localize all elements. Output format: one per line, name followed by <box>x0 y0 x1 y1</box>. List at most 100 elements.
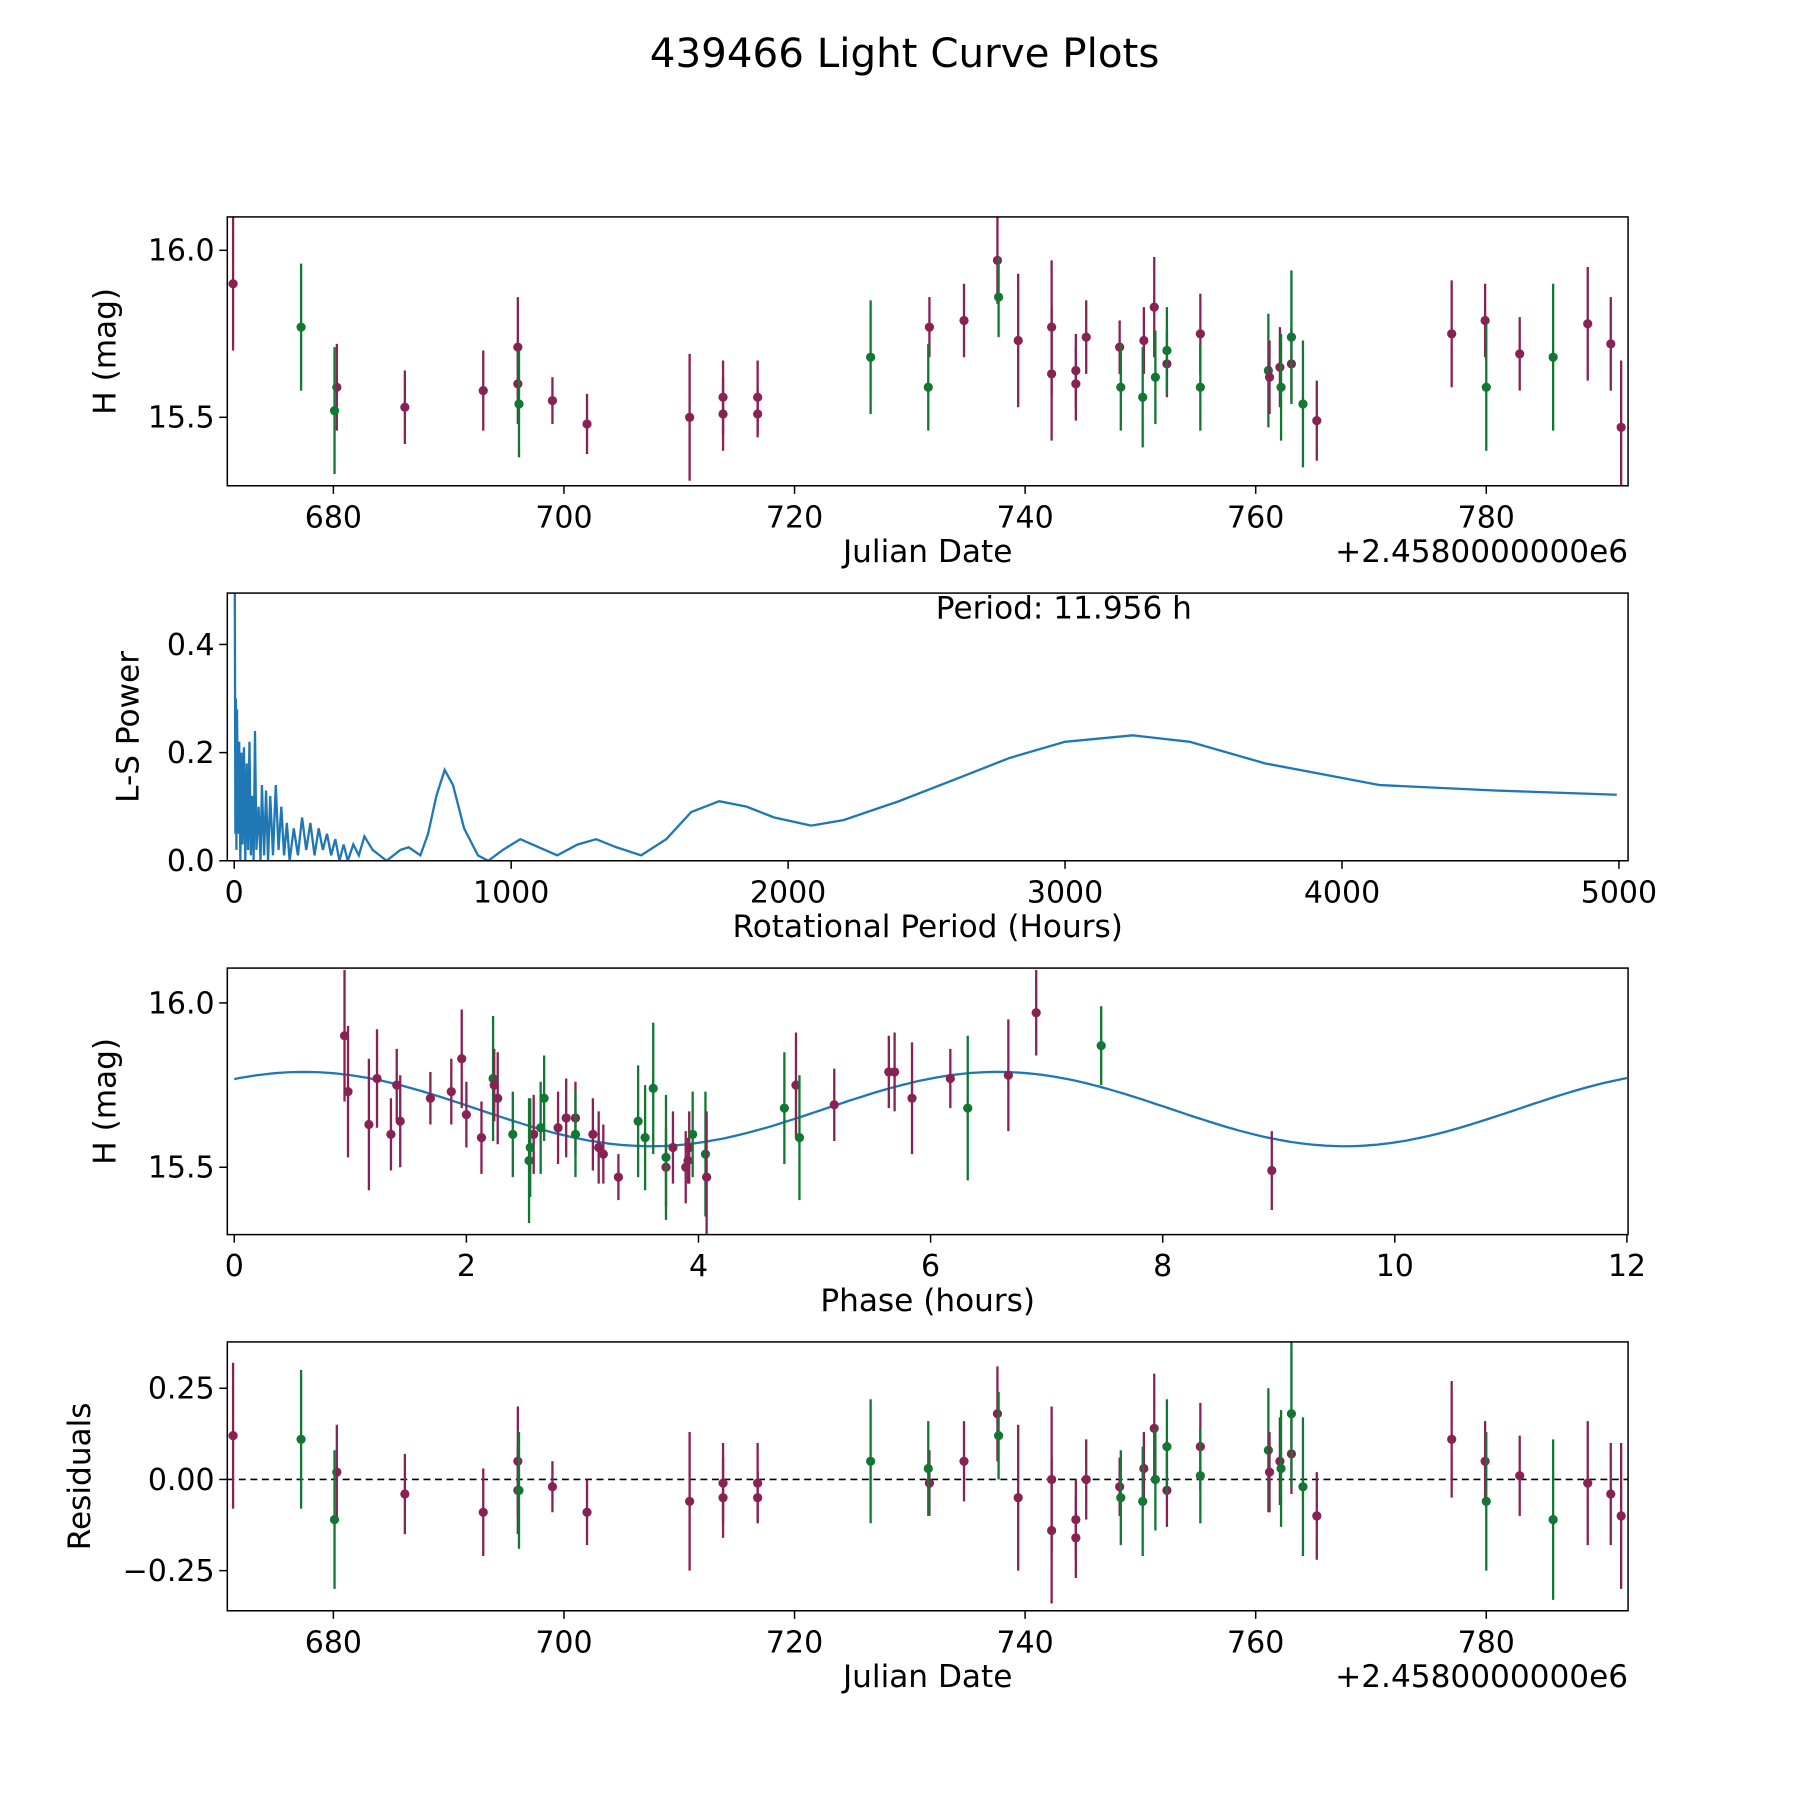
x-tick-label: 4 <box>689 1249 708 1284</box>
residual-point <box>753 1493 763 1503</box>
y-tick-label: 0.00 <box>148 1463 215 1498</box>
phased-data-point <box>372 1073 382 1084</box>
x-tick-label: 5000 <box>1581 875 1657 910</box>
data-point <box>1116 382 1126 392</box>
x-tick-label: 760 <box>1227 1625 1284 1660</box>
model-fit-line <box>234 1070 1628 1148</box>
data-point <box>1013 335 1023 346</box>
phased-light-curve-plot-area <box>234 970 1628 1235</box>
phased-light-curve-panel: 0 2 4 6 8 10 12 15.5 16.0 Phase (hours) H (mag) <box>87 967 1646 1319</box>
phased-data-point <box>684 1142 694 1153</box>
residual-point <box>993 1431 1004 1441</box>
y-tick-label: 0.2 <box>167 736 215 771</box>
y-tick-label: 16.0 <box>148 986 215 1021</box>
residual-point <box>1616 1511 1626 1521</box>
residual-point <box>1548 1514 1558 1525</box>
data-point <box>866 352 876 362</box>
x-tick-label: 760 <box>1227 500 1284 535</box>
data-point <box>923 382 933 392</box>
phased-data-point <box>640 1133 650 1143</box>
phased-data-point <box>598 1149 608 1159</box>
data-point <box>1583 319 1593 329</box>
x-tick-label: 8 <box>1153 1249 1172 1284</box>
data-point <box>1195 382 1205 392</box>
residual-point <box>1264 1467 1275 1477</box>
phased-data-point <box>791 1080 801 1090</box>
x-tick-label: 2000 <box>750 875 826 910</box>
axes-frame <box>226 1341 1629 1612</box>
period-annotation: Period: 11.956 h <box>936 590 1192 626</box>
data-point <box>1162 345 1172 356</box>
x-tick-label: 3000 <box>1027 875 1103 910</box>
residual-point <box>959 1456 969 1466</box>
data-point <box>1138 392 1148 402</box>
light-curve-panel: 680 700 720 740 760 780 15.5 16.0 Julian Date H (… <box>87 216 1629 570</box>
residual-point <box>478 1507 488 1517</box>
residual-point <box>1013 1493 1023 1503</box>
residual-point <box>1116 1493 1126 1503</box>
x-axis-label: Julian Date <box>841 534 1012 570</box>
phased-data-point <box>493 1093 503 1103</box>
y-tick-label: 16.0 <box>148 234 215 269</box>
data-point <box>329 406 340 416</box>
data-point <box>1481 382 1491 392</box>
residual-point <box>866 1456 876 1466</box>
phased-data-point <box>553 1123 563 1133</box>
residual-point <box>582 1507 592 1517</box>
phased-data-point <box>425 1093 436 1103</box>
residual-point <box>1276 1463 1286 1474</box>
phased-data-point <box>457 1054 467 1064</box>
data-point <box>1447 329 1457 339</box>
phased-data-point <box>907 1093 917 1103</box>
x-offset-text: +2.4580000000e6 <box>1335 534 1628 570</box>
x-tick-label: 680 <box>305 1625 362 1660</box>
data-point <box>959 315 969 326</box>
phased-data-point <box>1003 1070 1013 1080</box>
residual-point <box>547 1482 558 1492</box>
y-axis-label: H (mag) <box>87 288 123 415</box>
residual-point <box>1447 1434 1457 1444</box>
data-point <box>685 412 695 422</box>
data-point <box>1548 352 1558 362</box>
residual-point <box>1150 1474 1161 1485</box>
phased-data-point <box>688 1129 698 1139</box>
figure-title: 439466 Light Curve Plots <box>650 30 1160 77</box>
light-curve-plot-area <box>228 216 1626 486</box>
data-point <box>924 322 935 332</box>
data-point <box>1515 349 1525 359</box>
data-point <box>1616 422 1626 432</box>
phased-data-point <box>1267 1165 1277 1176</box>
phased-data-point <box>668 1142 678 1153</box>
phased-data-point <box>539 1093 549 1103</box>
phased-data-point <box>570 1129 581 1139</box>
y-tick-label: 15.5 <box>148 1151 215 1186</box>
data-point <box>753 409 763 419</box>
phased-data-point <box>536 1123 546 1133</box>
phased-data-point <box>395 1116 405 1126</box>
residual-point <box>1138 1496 1148 1506</box>
data-point <box>547 395 558 406</box>
data-point <box>1195 329 1205 339</box>
phased-data-point <box>661 1152 671 1162</box>
residual-point <box>1286 1409 1297 1419</box>
data-point <box>400 402 410 412</box>
data-point <box>1081 332 1091 342</box>
residual-point <box>1481 1496 1491 1506</box>
x-tick-label: 740 <box>996 500 1053 535</box>
data-point <box>478 385 488 396</box>
data-point <box>1071 379 1081 389</box>
residual-point <box>1606 1489 1616 1499</box>
phased-data-point <box>508 1129 518 1139</box>
data-point <box>1276 382 1286 392</box>
x-tick-label: 2 <box>457 1249 476 1284</box>
phased-data-point <box>945 1073 955 1084</box>
phased-data-point <box>829 1100 839 1110</box>
axes-frame <box>226 592 1629 862</box>
phased-data-point <box>1096 1041 1106 1051</box>
x-tick-label: 1000 <box>473 875 549 910</box>
phased-data-point <box>561 1113 571 1123</box>
phased-data-point <box>364 1119 374 1130</box>
x-tick-label: 0 <box>225 875 244 910</box>
x-tick-label: 740 <box>996 1625 1053 1660</box>
y-axis-label: L-S Power <box>110 651 146 803</box>
